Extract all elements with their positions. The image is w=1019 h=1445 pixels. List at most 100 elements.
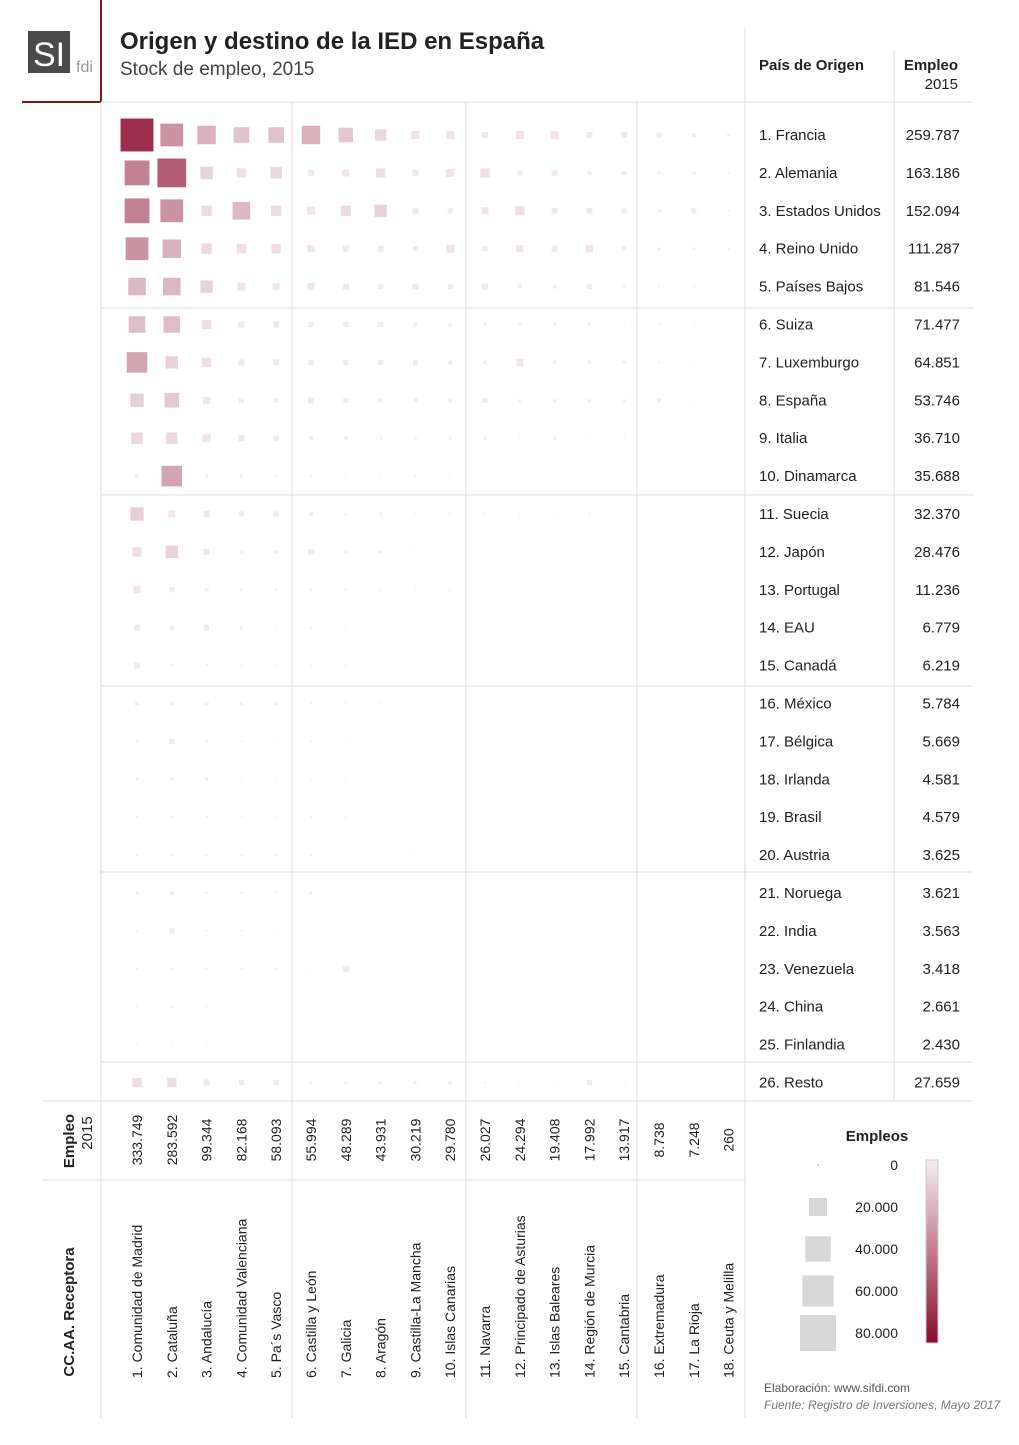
cell [205,1043,208,1046]
cell [344,550,348,554]
cell [128,277,146,296]
cell [378,398,383,403]
cell [519,930,521,932]
row-label: 26. Resto [759,1075,823,1092]
row-total: 3.621 [922,885,960,902]
cell [272,283,280,291]
cell [658,1081,660,1084]
cell [306,206,316,215]
cell [342,965,349,972]
cell [120,118,154,152]
cell [518,323,522,326]
column-total: 26.027 [477,1118,493,1161]
cell [128,316,146,333]
cell [133,586,141,594]
column-label: 8. Aragón [373,1318,389,1378]
cell [553,323,557,326]
cell [656,132,662,138]
row-total: 71.477 [914,317,960,334]
total-year: 2015 [925,76,958,93]
cell [657,209,661,213]
cell [240,664,243,667]
row-label: 4. Reino Unido [759,241,858,258]
cell [375,168,386,178]
cell [727,172,730,174]
legend-label: 80.000 [855,1325,898,1341]
cell [310,1006,312,1008]
row-label: 1. Francia [759,127,826,144]
cell [205,967,208,970]
cell [203,548,210,555]
cell [553,360,557,364]
cell [379,778,382,780]
cell [379,854,382,856]
cell [481,207,489,215]
cell [658,551,660,553]
column-label: 5. Pa´s Vasco [268,1292,284,1378]
cell [309,588,313,592]
row-total: 27.659 [914,1075,960,1092]
cell [554,627,556,629]
cell [484,513,486,515]
cell [133,662,141,669]
column-total: 24.294 [512,1118,528,1161]
cell [449,702,451,705]
cell [310,930,312,932]
cell [200,280,213,293]
cell [657,247,661,251]
column-total: 43.931 [373,1118,389,1161]
row-label: 25. Finlandia [759,1037,846,1054]
row-label: 14. EAU [759,620,815,637]
cell [553,513,556,515]
cell [449,968,451,970]
cell [168,510,176,518]
cell [161,465,183,487]
cell [134,474,140,479]
cell [727,247,730,250]
cell [519,589,521,591]
legend-label: 0 [890,1157,898,1173]
cell [553,589,556,591]
cell [275,1006,277,1008]
row-label: 8. España [759,392,827,409]
cell [446,130,455,140]
cell [446,244,455,253]
cell [623,475,625,477]
cell [588,892,590,894]
row-label: 15. Canadá [759,658,837,675]
row-total: 53.746 [914,392,960,409]
cell [379,930,382,932]
total-year: 2015 [79,1116,96,1149]
cell [727,133,731,137]
cell [169,738,175,744]
cell [160,199,184,223]
cell [481,283,489,290]
cell [131,432,143,444]
column-label: 17. La Rioja [686,1303,702,1378]
row-label: 21. Noruega [759,885,842,902]
cell [203,510,210,518]
cell [240,816,243,819]
cell [587,398,591,402]
cell [448,398,453,403]
cell [518,1081,521,1084]
cell [448,360,453,365]
cell [379,627,382,629]
cell [275,854,278,856]
cell [205,474,209,478]
cell [413,398,418,403]
row-total: 4.579 [922,809,960,826]
cell [413,1081,417,1084]
cell [554,816,556,818]
cell [310,1043,312,1046]
cell [201,357,212,368]
cell [553,702,556,705]
cell [414,778,417,780]
column-label: 1. Comunidad de Madrid [129,1225,145,1378]
cell [728,399,730,401]
cell [238,1079,244,1086]
column-label: 16. Extremadura [651,1274,667,1378]
cell [518,398,522,402]
cell [588,627,590,629]
